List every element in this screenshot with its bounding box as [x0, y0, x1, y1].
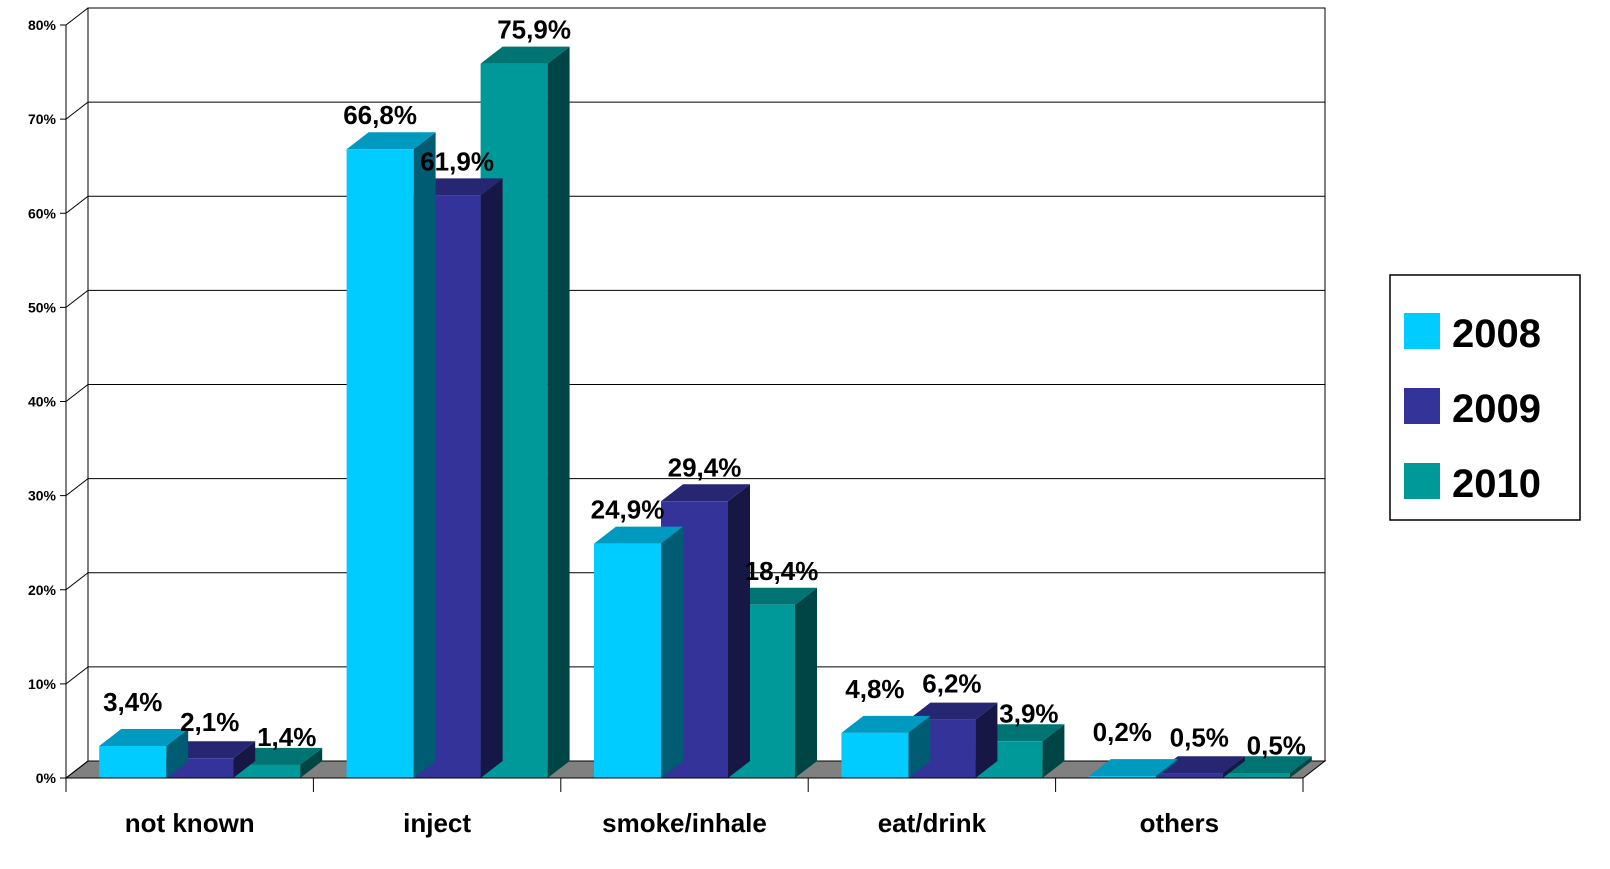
x-tick-label: others: [1140, 808, 1219, 838]
gridline: [65, 7, 1325, 26]
gridline: [65, 666, 1325, 685]
data-label: 18,4%: [745, 556, 819, 586]
data-label: 3,4%: [103, 687, 162, 717]
gridline: [65, 478, 1325, 497]
y-tick-label: 50%: [28, 299, 57, 315]
x-tick-label: not known: [125, 808, 255, 838]
data-label: 6,2%: [922, 669, 981, 699]
legend-label: 2010: [1452, 462, 1541, 506]
data-label: 75,9%: [497, 15, 571, 45]
data-label: 4,8%: [845, 674, 904, 704]
bar-side: [233, 741, 256, 778]
bar-side: [413, 132, 436, 778]
bar-top: [480, 46, 570, 64]
bar-top: [413, 178, 503, 196]
data-labels-layer: 3,4% 2,1% 1,4% 66,8%61,9% 75,9% 24,9%29,4% 18,…: [103, 15, 1306, 761]
bar-side: [908, 715, 931, 778]
bar-top: [728, 587, 817, 605]
bar-side: [1289, 756, 1312, 778]
bar-top: [1222, 756, 1312, 774]
bar: [233, 764, 301, 778]
x-tick-label: inject: [403, 808, 471, 838]
bar-side: [166, 728, 189, 778]
data-label: 66,8%: [343, 100, 417, 130]
y-tick-label: 80%: [28, 17, 57, 33]
y-tick-label: 30%: [28, 488, 57, 504]
x-tick-label: eat/drink: [878, 808, 987, 838]
bar-top: [166, 741, 256, 759]
bar: [99, 745, 167, 778]
data-label: 1,4%: [257, 722, 316, 752]
y-tick-label: 20%: [28, 582, 57, 598]
axis-layer: 0% 10% 20% 30% 40% 50% 60% 70% 80% not known injec…: [28, 17, 1304, 838]
legend-label: 2008: [1452, 312, 1541, 356]
bars-layer: [99, 46, 1312, 779]
data-label: 0,5%: [1247, 730, 1306, 760]
bar: [1155, 773, 1223, 778]
legend-label: 2009: [1452, 387, 1541, 431]
bar-side: [975, 702, 998, 778]
y-tick-label: 40%: [28, 394, 57, 410]
bar: [594, 543, 661, 778]
bar-side: [1042, 724, 1065, 778]
bar-top: [1088, 759, 1178, 777]
legend-swatch: [1404, 313, 1440, 349]
bar-top: [975, 724, 1065, 742]
y-tick-label: 60%: [28, 205, 57, 221]
bar-top: [99, 728, 189, 746]
data-label: 0,2%: [1093, 717, 1152, 747]
bar-top: [233, 747, 323, 765]
bar-side: [728, 484, 750, 778]
data-label: 61,9%: [420, 146, 494, 176]
y-tick-label: 0%: [36, 770, 57, 786]
bar: [346, 149, 414, 778]
bar-side: [547, 46, 570, 779]
y-tick-label: 10%: [28, 676, 57, 692]
legend: 2008 2009 2010: [1389, 274, 1581, 521]
bar: [1222, 773, 1290, 778]
bar: [841, 732, 909, 778]
bar-side: [480, 178, 503, 778]
data-label: 24,9%: [591, 495, 665, 525]
data-label: 3,9%: [999, 698, 1058, 728]
data-label: 29,4%: [668, 452, 742, 482]
gridline: [65, 289, 1325, 308]
bar-side: [795, 587, 817, 778]
bar-top: [908, 702, 998, 720]
y-tick-label: 70%: [28, 111, 57, 127]
bar-side: [1155, 759, 1178, 778]
bar-top: [1155, 756, 1245, 774]
bar-side: [300, 747, 323, 778]
gridline: [65, 572, 1325, 591]
gridline: [65, 384, 1325, 402]
gridline: [65, 101, 1325, 120]
bar-side: [1222, 756, 1245, 778]
data-label: 0,5%: [1170, 722, 1229, 752]
data-label: 2,1%: [180, 707, 239, 737]
bar-top: [661, 484, 750, 502]
bar-top: [346, 132, 436, 150]
bar-side: [661, 526, 683, 778]
bar: [1088, 776, 1156, 778]
bar-top: [594, 526, 683, 544]
legend-swatch: [1404, 463, 1440, 499]
legend-swatch: [1404, 388, 1440, 424]
x-tick-label: smoke/inhale: [602, 808, 767, 838]
bar-top: [841, 715, 931, 733]
gridline: [65, 195, 1325, 214]
